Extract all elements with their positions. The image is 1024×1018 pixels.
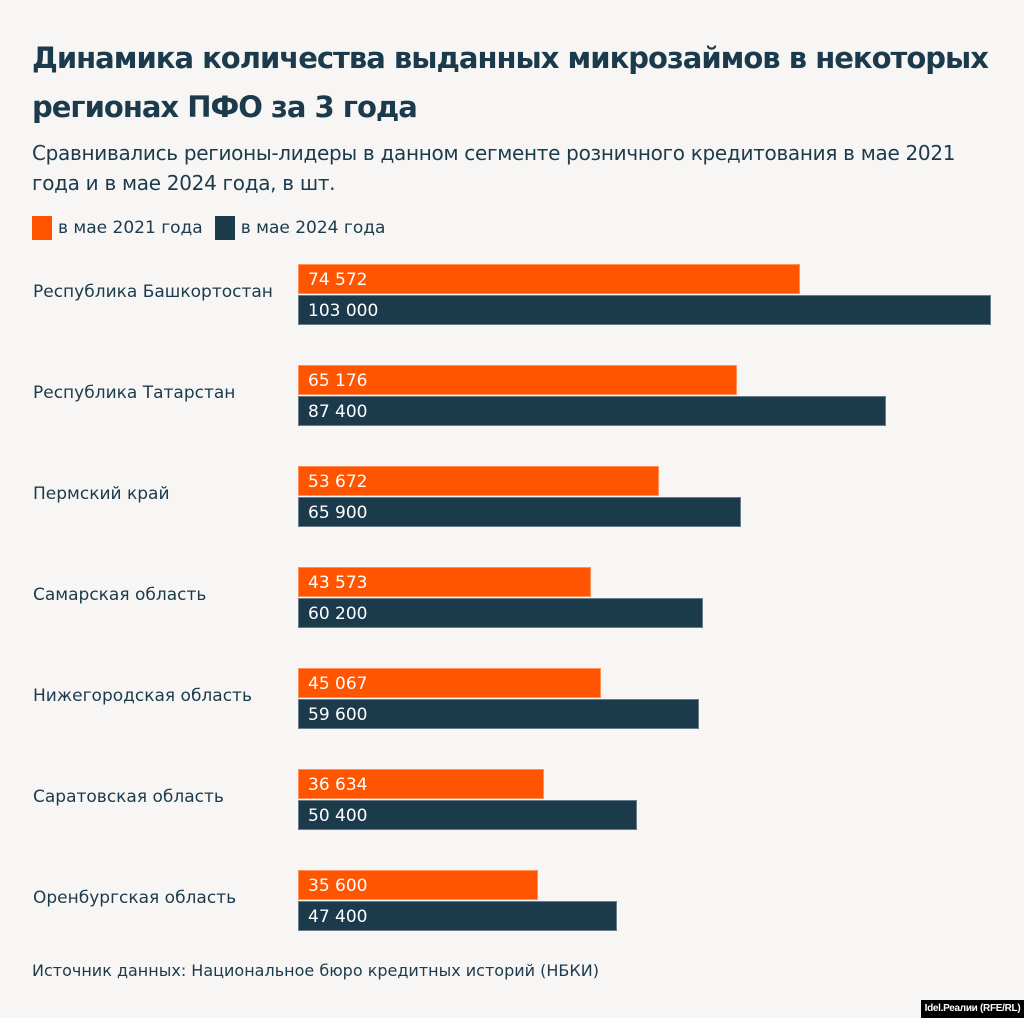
bar-value-label: 53 672 (308, 472, 368, 492)
legend-swatch-2024 (214, 216, 235, 240)
bar-value-label: 45 067 (308, 674, 368, 694)
region-label: Пермский край (33, 484, 170, 504)
chart-title: Динамика количества выданных микрозаймов… (32, 41, 989, 124)
legend-item-2021: в мае 2021 года (32, 216, 203, 240)
bar-2024: 103 000 (298, 295, 991, 325)
legend-swatch-2021 (32, 216, 52, 240)
bar-value-label: 103 000 (308, 301, 379, 321)
bar-2024: 65 900 (298, 497, 741, 527)
bar-2021: 74 572 (298, 264, 800, 294)
bar-2021: 43 573 (298, 567, 591, 597)
region-label: Самарская область (33, 585, 207, 605)
bar-2024: 60 200 (298, 598, 703, 628)
region-label: Республика Татарстан (33, 383, 236, 403)
region-label: Оренбургская область (33, 888, 237, 908)
bar-2021: 65 176 (298, 365, 737, 395)
region-label: Республика Башкортостан (33, 282, 273, 302)
bar-value-label: 60 200 (308, 604, 368, 624)
bar-value-label: 87 400 (308, 402, 368, 422)
bar-2021: 53 672 (298, 466, 659, 496)
bar-value-label: 35 600 (308, 876, 368, 896)
bar-2021: 35 600 (298, 870, 538, 900)
bar-2024: 50 400 (298, 800, 637, 830)
legend-item-2024: в мае 2024 года (214, 216, 386, 240)
legend: в мае 2021 года в мае 2024 года (32, 216, 397, 240)
region-label: Саратовская область (33, 787, 224, 807)
bar-value-label: 65 900 (308, 503, 368, 523)
source-note: Источник данных: Национальное бюро креди… (32, 961, 599, 980)
bar-2021: 36 634 (298, 769, 544, 799)
chart-subtitle: Сравнивались регионы-лидеры в данном сег… (32, 141, 956, 195)
bar-value-label: 65 176 (308, 371, 368, 391)
bar-value-label: 47 400 (308, 907, 368, 927)
bar-value-label: 43 573 (308, 573, 368, 593)
bar-2024: 59 600 (298, 699, 699, 729)
bar-value-label: 36 634 (308, 775, 368, 795)
watermark: Idel.Реалии (RFE/RL) (921, 1000, 1024, 1018)
bar-2024: 47 400 (298, 901, 617, 931)
bar-value-label: 59 600 (308, 705, 368, 725)
bar-value-label: 50 400 (308, 806, 368, 826)
legend-label-2024: в мае 2024 года (240, 218, 386, 238)
legend-label-2021: в мае 2021 года (58, 218, 203, 238)
region-label: Нижегородская область (33, 686, 252, 706)
bar-2024: 87 400 (298, 396, 886, 426)
bar-value-label: 74 572 (308, 270, 368, 290)
bar-2021: 45 067 (298, 668, 601, 698)
